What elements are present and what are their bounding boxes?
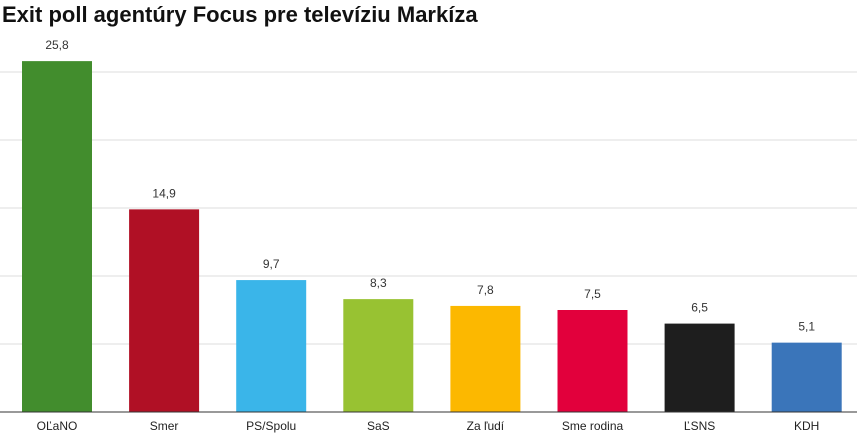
bar-7 bbox=[664, 323, 735, 412]
category-label-5: Za ľudí bbox=[467, 419, 505, 433]
bar-2 bbox=[129, 209, 200, 412]
value-label-5: 7,8 bbox=[477, 283, 494, 297]
bar-3 bbox=[236, 280, 307, 412]
category-label-7: ĽSNS bbox=[684, 419, 715, 433]
value-label-8: 5,1 bbox=[798, 320, 815, 334]
bar-5 bbox=[450, 305, 521, 412]
value-label-6: 7,5 bbox=[584, 287, 601, 301]
category-label-1: OĽaNO bbox=[37, 419, 78, 433]
value-label-4: 8,3 bbox=[370, 276, 387, 290]
category-label-2: Smer bbox=[150, 419, 179, 433]
bars bbox=[22, 61, 842, 413]
value-label-3: 9,7 bbox=[263, 257, 280, 271]
bar-6 bbox=[557, 310, 628, 412]
bar-8 bbox=[771, 342, 842, 412]
category-label-4: SaS bbox=[367, 419, 390, 433]
value-labels: 25,8 14,9 9,7 8,3 7,8 7,5 6,5 5,1 bbox=[45, 38, 815, 334]
value-label-7: 6,5 bbox=[691, 301, 708, 315]
value-label-2: 14,9 bbox=[152, 186, 176, 200]
value-label-1: 25,8 bbox=[45, 38, 69, 52]
category-label-6: Sme rodina bbox=[562, 419, 624, 433]
bar-1 bbox=[22, 61, 92, 413]
bar-4 bbox=[343, 299, 414, 412]
gridlines bbox=[0, 71, 857, 345]
category-label-8: KDH bbox=[794, 419, 819, 433]
chart-title: Exit poll agentúry Focus pre televíziu M… bbox=[2, 2, 478, 27]
category-label-3: PS/Spolu bbox=[246, 419, 296, 433]
category-labels: OĽaNO Smer PS/Spolu SaS Za ľudí Sme rodina ĽSN… bbox=[37, 419, 820, 433]
